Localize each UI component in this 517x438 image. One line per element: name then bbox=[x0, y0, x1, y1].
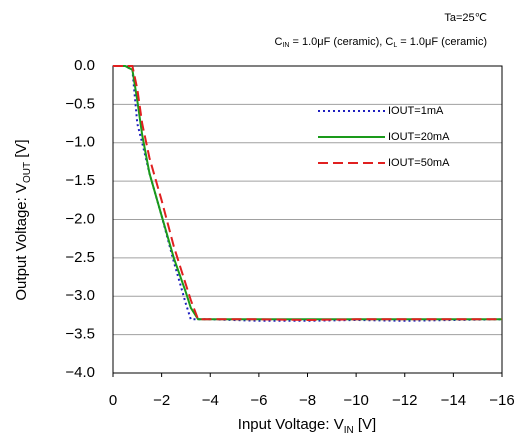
x-tick-label: −4 bbox=[202, 392, 219, 409]
legend-label: IOUT=50mA bbox=[388, 157, 450, 169]
series-line bbox=[113, 65, 502, 321]
y-tick-label: −1.5 bbox=[65, 172, 95, 189]
x-tick-label: −16 bbox=[489, 392, 514, 409]
y-tick-label: −2.0 bbox=[65, 210, 95, 227]
text-part: Input Voltage: V bbox=[238, 416, 344, 433]
y-tick-label: −0.5 bbox=[65, 95, 95, 112]
annotation: Ta=25℃ bbox=[444, 12, 487, 24]
y-tick-label: −4.0 bbox=[65, 364, 95, 381]
x-tick-label: −10 bbox=[343, 392, 368, 409]
text-part: Output Voltage: V bbox=[13, 183, 30, 301]
text-part: C bbox=[275, 36, 283, 48]
y-tick-label: 0.0 bbox=[74, 57, 95, 74]
text-part: [V] bbox=[13, 139, 30, 162]
y-axis-title: Output Voltage: VOUT [V] bbox=[13, 139, 33, 300]
x-tick-label: −12 bbox=[392, 392, 417, 409]
x-tick-label: −8 bbox=[299, 392, 316, 409]
subscript: OUT bbox=[22, 162, 33, 183]
subscript: IN bbox=[344, 425, 354, 436]
series-line bbox=[113, 65, 502, 322]
annotation: CIN = 1.0μF (ceramic), CL = 1.0μF (ceram… bbox=[275, 36, 487, 49]
y-tick-label: −3.5 bbox=[65, 326, 95, 343]
plot-frame bbox=[112, 65, 503, 374]
y-tick-label: −1.0 bbox=[65, 134, 95, 151]
x-tick-label: −2 bbox=[153, 392, 170, 409]
text-part: Ta=25℃ bbox=[444, 12, 487, 24]
legend-label: IOUT=1mA bbox=[388, 105, 444, 117]
x-tick-label: 0 bbox=[109, 392, 117, 409]
x-tick-label: −14 bbox=[441, 392, 466, 409]
text-part: = 1.0μF (ceramic), C bbox=[289, 36, 393, 48]
subscript: L bbox=[393, 42, 397, 49]
x-tick-label: −6 bbox=[250, 392, 267, 409]
x-axis-title: Input Voltage: VIN [V] bbox=[238, 416, 376, 436]
legend-label: IOUT=20mA bbox=[388, 131, 450, 143]
text-part: [V] bbox=[354, 416, 377, 433]
y-tick-label: −3.0 bbox=[65, 287, 95, 304]
y-tick-label: −2.5 bbox=[65, 249, 95, 266]
text-part: = 1.0μF (ceramic) bbox=[397, 36, 487, 48]
subscript: IN bbox=[282, 42, 289, 49]
